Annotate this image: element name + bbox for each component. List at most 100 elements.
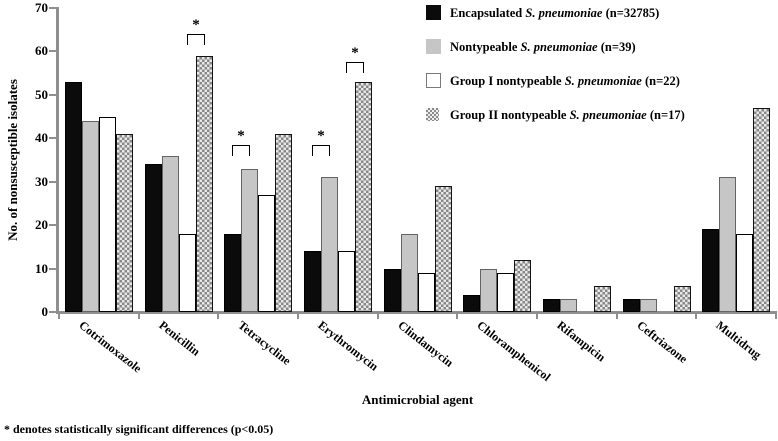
x-category-label: Erythromycin [315,318,382,374]
bar-gray-cotrimoxazole [82,121,99,312]
y-tick-label: 30 [35,174,48,189]
bar-gray-ceftriazone [640,299,657,312]
y-tick-label: 50 [35,87,48,102]
legend-text-prefix: Encapsulated [450,6,526,20]
legend-item-nontypeable: Nontypeable S. pneumoniae (n=39) [426,39,685,55]
significance-bracket: * [232,129,250,156]
y-tick-mark [49,7,56,9]
y-tick-label: 10 [35,261,48,276]
legend-swatch-white [426,73,441,88]
y-tick-mark [49,268,56,270]
significance-bracket: * [187,18,205,45]
y-axis-line [56,7,59,314]
bar-dotted-rifampicin [594,286,611,312]
x-tick-mark [536,314,538,319]
bar-gray-multidrug [719,177,736,312]
legend-swatch-dotted [426,108,439,121]
bar-black-penicillin [145,164,162,312]
y-tick-mark [49,224,56,226]
bar-white-multidrug [736,234,753,312]
bar-dotted-tetracycline [275,134,292,312]
y-tick-mark [49,181,56,183]
y-tick-label: 70 [35,0,48,15]
x-category-label: Ceftriazone [634,318,691,366]
legend-text-suffix: (n=22) [641,74,680,88]
bar-gray-rifampicin [560,299,577,312]
asterisk: * [317,128,325,144]
bar-black-multidrug [702,229,719,312]
bar-dotted-clindamycin [435,186,452,312]
x-category-label: Cotrimoxazole [76,318,145,376]
significance-bracket: * [312,129,330,156]
asterisk: * [351,45,359,61]
legend-label-group2: Group II nontypeable S. pneumoniae (n=17… [450,107,685,123]
legend-swatch-gray [426,39,441,54]
bar-white-clindamycin [418,273,435,312]
bar-gray-chloramphenicol [480,269,497,312]
legend-text-suffix: (n=32785) [602,6,660,20]
legend-label-group1: Group I nontypeable S. pneumoniae (n=22) [450,73,680,89]
x-tick-mark [138,314,140,319]
legend-text-prefix: Nontypeable [450,40,521,54]
legend-item-encapsulated: Encapsulated S. pneumoniae (n=32785) [426,5,685,21]
bar-black-chloramphenicol [463,295,480,312]
y-tick-label: 40 [35,130,48,145]
asterisk: * [192,17,200,33]
x-category-label: Clindamycin [395,318,457,370]
x-tick-mark [217,314,219,319]
y-tick-mark [49,50,56,52]
x-tick-mark [456,314,458,319]
y-tick-mark [49,311,56,313]
legend-text-suffix: (n=17) [646,108,685,122]
bar-gray-tetracycline [241,169,258,312]
legend-item-group2: Group II nontypeable S. pneumoniae (n=17… [426,107,685,123]
x-tick-mark [377,314,379,319]
asterisk: * [237,128,245,144]
x-axis-title: Antimicrobial agent [361,392,474,407]
legend-text-species: S. pneumoniae [569,108,647,122]
y-tick-mark [49,94,56,96]
legend-text-species: S. pneumoniae [564,74,642,88]
bar-dotted-ceftriazone [674,286,691,312]
x-category-label: Chloramphenicol [474,318,554,385]
legend-label-nontypeable: Nontypeable S. pneumoniae (n=39) [450,39,636,55]
y-tick-label: 0 [41,304,49,319]
bar-black-ceftriazone [623,299,640,312]
bar-white-penicillin [179,234,196,312]
x-tick-mark [297,314,299,319]
legend-swatch-black [426,5,441,20]
significance-bracket: * [346,46,364,73]
x-tick-mark [775,314,777,319]
bar-white-tetracycline [258,195,275,312]
y-tick-label: 60 [35,43,48,58]
bar-black-cotrimoxazole [65,82,82,312]
x-category-label: Tetracycline [235,318,294,368]
x-axis-line [56,311,777,314]
legend-text-prefix: Group I nontypeable [450,74,565,88]
y-tick-mark [49,137,56,139]
y-tick-label: 20 [35,217,48,232]
bar-black-tetracycline [224,234,241,312]
x-category-label: Penicillin [156,318,203,359]
x-tick-mark [58,314,60,319]
x-category-label: Rifampicin [554,318,609,365]
bar-white-cotrimoxazole [99,117,116,312]
bar-black-clindamycin [384,269,401,312]
plot-area: * * * * [59,8,776,312]
legend-text-species: S. pneumoniae [525,6,603,20]
x-tick-mark [616,314,618,319]
x-category-label: Multidrug [713,318,765,362]
legend-item-group1: Group I nontypeable S. pneumoniae (n=22) [426,73,685,89]
significance-footnote: * denotes statistically significant diff… [4,422,274,436]
bar-white-erythromycin [338,251,355,312]
bar-dotted-multidrug [753,108,770,312]
legend-label-encapsulated: Encapsulated S. pneumoniae (n=32785) [450,5,659,21]
bar-dotted-chloramphenicol [514,260,531,312]
bar-gray-clindamycin [401,234,418,312]
x-tick-mark [695,314,697,319]
bar-black-rifampicin [543,299,560,312]
bar-black-erythromycin [304,251,321,312]
legend-text-prefix: Group II nontypeable [450,108,570,122]
bar-white-chloramphenicol [497,273,514,312]
